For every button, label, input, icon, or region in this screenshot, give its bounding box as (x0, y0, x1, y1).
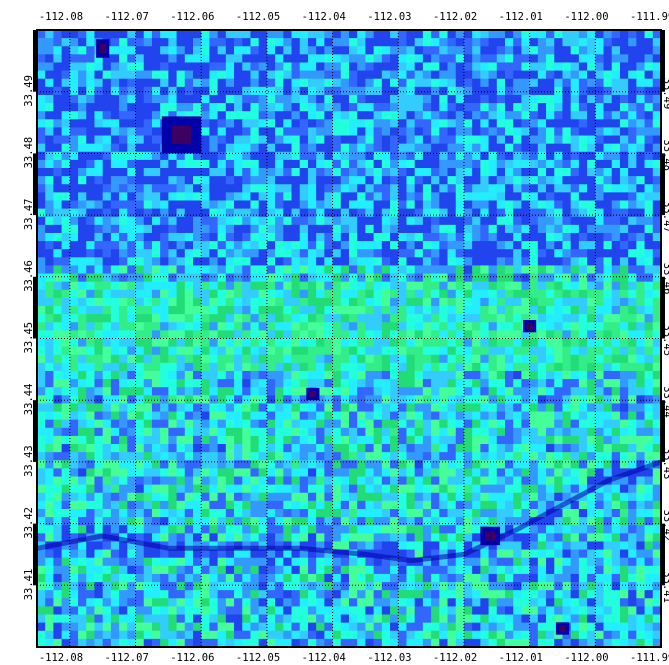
left-latitude-axis: 33.49 33.48 33.47 33.46 33.45 33.44 33.43 33.42… (23, 75, 35, 600)
top-tick-label: -112.00 (564, 11, 608, 23)
left-tick-label: 33.49 (23, 75, 35, 107)
right-tick-label: 33.48 (661, 139, 669, 171)
left-tick-label: 33.44 (23, 384, 35, 416)
grid-lines (37, 30, 662, 647)
dark-patch (96, 39, 110, 58)
bottom-tick-label: -112.07 (105, 652, 149, 664)
raster-cells (37, 30, 662, 648)
bottom-tick-label: -112.08 (39, 652, 83, 664)
top-tick-label: -111.99 (630, 11, 669, 23)
dark-patch (480, 526, 501, 546)
top-tick-label: -112.02 (433, 11, 477, 23)
dark-patch (161, 116, 202, 154)
bottom-tick-label: -112.02 (433, 652, 477, 664)
top-tick-label: -112.04 (302, 11, 346, 23)
top-tick-label: -112.06 (170, 11, 214, 23)
right-tick-label: 33.43 (661, 448, 669, 480)
left-tick-label: 33.41 (23, 569, 35, 601)
bottom-tick-label: -112.05 (236, 652, 280, 664)
top-tick-label: -112.08 (39, 11, 83, 23)
river-channel (36, 459, 662, 564)
bottom-longitude-axis: -112.08 -112.07 -112.06 -112.05 -112.04 -112.… (39, 652, 669, 664)
left-tick-label: 33.45 (23, 322, 35, 354)
top-tick-label: -112.03 (367, 11, 411, 23)
right-tick-label: 33.44 (661, 386, 669, 418)
bottom-tick-label: -112.03 (367, 652, 411, 664)
frame-edge-bars (33, 30, 665, 586)
dark-patch (523, 319, 537, 333)
top-tick-label: -112.05 (236, 11, 280, 23)
right-tick-label: 33.49 (661, 78, 669, 110)
right-tick-label: 33.42 (661, 510, 669, 542)
left-tick-label: 33.43 (23, 445, 35, 477)
bottom-tick-label: -112.04 (302, 652, 346, 664)
feature-overlay (36, 39, 662, 635)
bottom-tick-label: -112.00 (564, 652, 608, 664)
dark-patch (306, 387, 320, 401)
left-tick-label: 33.42 (23, 507, 35, 539)
right-tick-label: 33.46 (661, 263, 669, 295)
right-tick-label: 33.47 (661, 201, 669, 233)
bottom-tick-label: -111.99 (630, 652, 669, 664)
left-tick-label: 33.47 (23, 198, 35, 230)
right-tick-label: 33.41 (661, 571, 669, 603)
top-tick-label: -112.07 (105, 11, 149, 23)
top-tick-label: -112.01 (499, 11, 543, 23)
bottom-tick-label: -112.06 (170, 652, 214, 664)
right-tick-label: 33.45 (661, 325, 669, 357)
bottom-tick-label: -112.01 (499, 652, 543, 664)
right-latitude-axis: 33.49 33.48 33.47 33.46 33.45 33.44 33.43 33.42… (661, 78, 669, 603)
dark-patch (555, 622, 570, 635)
left-tick-label: 33.48 (23, 137, 35, 169)
left-tick-label: 33.46 (23, 260, 35, 292)
top-longitude-axis: -112.08 -112.07 -112.06 -112.05 -112.04 -112.… (39, 11, 669, 23)
